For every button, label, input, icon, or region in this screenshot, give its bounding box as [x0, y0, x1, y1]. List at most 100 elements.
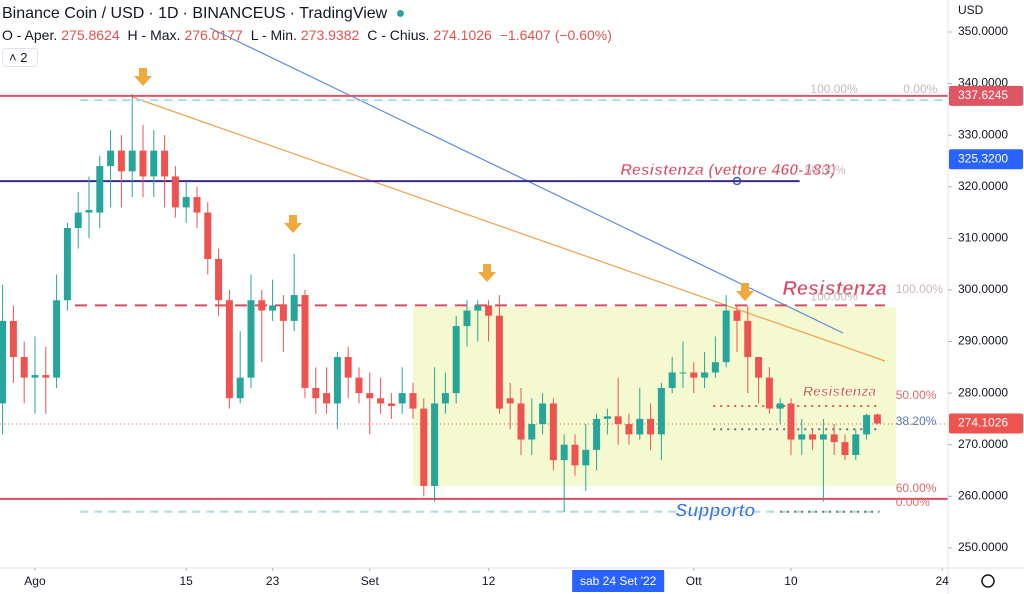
candle-body [787, 403, 795, 440]
annotation: 60.00% [896, 481, 937, 495]
candle-body [344, 356, 352, 378]
indicators-count: 2 [20, 50, 28, 65]
candle-body [441, 393, 449, 404]
high-value: 276.0177 [184, 27, 243, 43]
annotation: Resistenza [803, 383, 876, 399]
low-value: 273.9382 [300, 27, 360, 43]
candle-body [560, 444, 568, 461]
candle-body [679, 372, 687, 374]
candle-body [9, 320, 17, 357]
candle-body [258, 300, 266, 311]
candle-body [809, 434, 817, 440]
candle-body [225, 300, 233, 399]
annotation: Resistenza [782, 278, 887, 300]
y-tick-label: 320.0000 [958, 179, 1008, 193]
indicators-toggle[interactable]: ˄ 2 [2, 48, 39, 67]
candle-body [279, 305, 287, 321]
price-tag-label: 337.6245 [958, 88, 1008, 102]
arrows [134, 68, 754, 301]
price-tag-label: 274.1026 [958, 416, 1008, 430]
plot: Resistenza (vettore 460-183) Resistenza Re… [0, 82, 948, 521]
y-tick-label: 280.0000 [958, 385, 1008, 399]
candle-body [312, 387, 320, 399]
candle-body [107, 150, 115, 167]
annotation: 0.00% [896, 495, 930, 509]
change: −1.6407 [499, 27, 551, 43]
candle-body [711, 362, 719, 373]
candle-body [690, 372, 698, 378]
x-tick-label: 15 [180, 574, 194, 588]
candle-body [247, 300, 255, 378]
candle-body [463, 310, 471, 327]
y-tick-label: 310.0000 [958, 231, 1008, 245]
candle-body [593, 418, 601, 450]
x-tick-label: 12 [482, 574, 496, 588]
candle-body [873, 414, 881, 424]
annotation: Resistenza (vettore 460-183) [620, 162, 835, 179]
candle-body [323, 393, 331, 404]
open-value: 275.8624 [61, 27, 120, 43]
candle-body [398, 393, 406, 404]
change-pct: (−0.60%) [554, 27, 612, 43]
candle-body [409, 393, 417, 409]
candle-body [755, 356, 763, 378]
candle-body [571, 444, 579, 466]
crosshair-label: sab 24 Set '22 [580, 574, 657, 588]
y-tick-label: 250.0000 [958, 540, 1008, 554]
y-tick-label: 350.0000 [958, 24, 1008, 38]
candle-body [798, 434, 806, 440]
candle-body [161, 150, 169, 177]
arrow [478, 264, 496, 282]
open-label: O - Aper. [2, 27, 58, 43]
candle-body [701, 372, 709, 378]
candle-body [20, 356, 28, 378]
price-tag [949, 149, 1023, 170]
annotation: 0.00% [903, 82, 937, 96]
annotation: 50.00% [805, 163, 846, 177]
candle-body [150, 150, 158, 177]
interval: 1D [158, 5, 179, 22]
source: TradingView [299, 5, 388, 22]
candle-body [841, 442, 849, 456]
candle-body [830, 434, 838, 443]
x-tick-label: Ago [24, 574, 46, 588]
candle-body [53, 300, 61, 378]
candle-body [204, 212, 212, 259]
candle-body [776, 403, 784, 409]
y-tick-label: 270.0000 [958, 437, 1008, 451]
trendline [131, 96, 886, 362]
candle-body [819, 434, 827, 440]
candle-body [269, 305, 277, 311]
settings-icon[interactable] [981, 574, 995, 588]
low-label: L - Min. [250, 27, 297, 43]
arrow [134, 68, 152, 86]
candle-body [377, 398, 385, 404]
x-tick-label: 24 [935, 574, 949, 588]
close-value: 274.1026 [433, 27, 492, 43]
candle-body [139, 150, 147, 177]
annotation: 100.00% [810, 82, 858, 96]
y-tick-label: 260.0000 [958, 488, 1008, 502]
price-tag [949, 413, 1023, 434]
candle-body [215, 258, 223, 301]
annotation: 100.00% [810, 289, 858, 303]
y-tick-label: 300.0000 [958, 282, 1008, 296]
candle-body [290, 295, 298, 321]
candle-body [333, 356, 341, 404]
candle-body [539, 403, 547, 425]
currency[interactable]: USD [958, 3, 984, 17]
candle-body [96, 166, 104, 213]
candle-body [733, 310, 741, 321]
candle-body [431, 403, 439, 486]
x-tick-label: 23 [266, 574, 280, 588]
candle-body [863, 415, 871, 435]
candle-body [182, 197, 190, 208]
arrow [736, 283, 754, 301]
title-row: Binance Coin / USD · 1D · BINANCEUS · Tradi… [2, 5, 406, 22]
candle-body [452, 326, 460, 394]
y-tick-label: 290.0000 [958, 334, 1008, 348]
candle-body [765, 377, 773, 409]
x-tick-label: Set [361, 574, 380, 588]
